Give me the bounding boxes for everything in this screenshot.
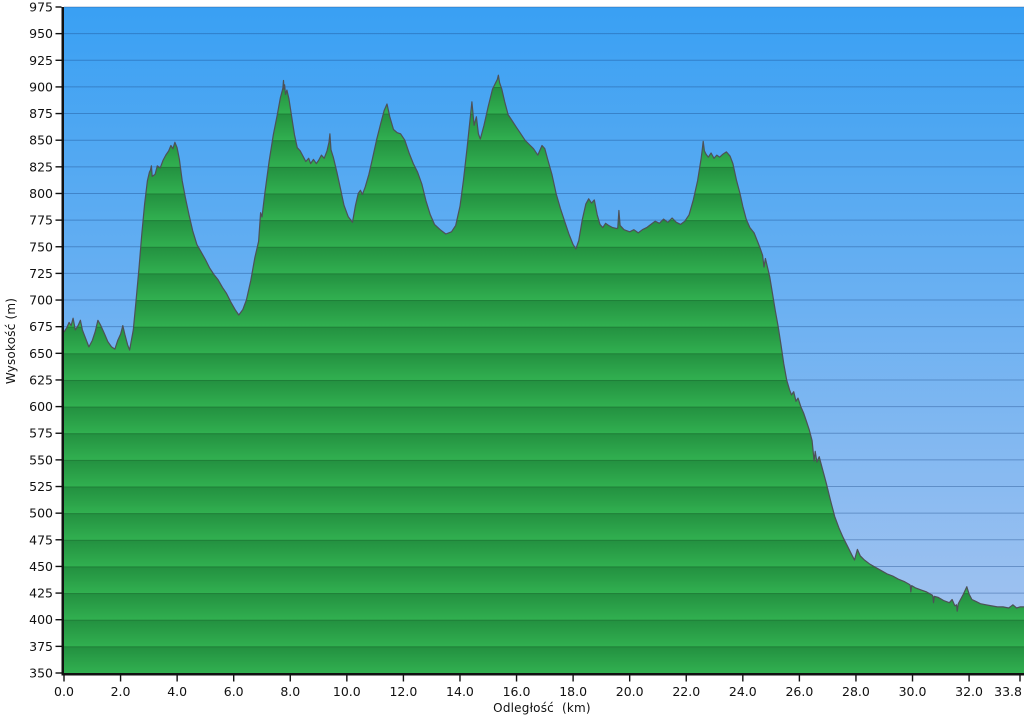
x-tick-label: 26.0	[785, 684, 813, 699]
x-tick-label: 32.0	[955, 684, 983, 699]
y-tick-label: 525	[29, 479, 53, 494]
y-tick-label: 875	[29, 106, 53, 121]
x-axis-title: Odległość (km)	[493, 701, 591, 715]
y-tick-label: 800	[29, 186, 53, 201]
x-tick-label: 0.0	[54, 684, 74, 699]
x-tick-label: 22.0	[672, 684, 700, 699]
y-tick-label: 575	[29, 426, 53, 441]
y-tick-label: 625	[29, 372, 53, 387]
y-tick-label: 700	[29, 293, 53, 308]
y-tick-label: 400	[29, 612, 53, 627]
y-tick-label: 950	[29, 26, 53, 41]
elevation-line	[63, 74, 1024, 612]
y-tick-label: 550	[29, 452, 53, 467]
y-tick-label: 475	[29, 532, 53, 547]
elevation-area	[64, 75, 1024, 673]
x-tick-label: 4.0	[167, 684, 187, 699]
x-tick-label: 10.0	[333, 684, 361, 699]
y-tick-label: 350	[29, 666, 53, 681]
x-tick-label: 24.0	[729, 684, 757, 699]
y-tick-label: 450	[29, 559, 53, 574]
x-tick-label: 14.0	[446, 684, 474, 699]
y-tick-label: 650	[29, 346, 53, 361]
y-tick-label: 975	[29, 0, 53, 15]
x-tick-label: 33.8	[994, 684, 1022, 699]
x-tick-label: 6.0	[224, 684, 244, 699]
x-tick-label: 20.0	[616, 684, 644, 699]
y-tick-label: 825	[29, 159, 53, 174]
x-tick-label: 8.0	[280, 684, 300, 699]
y-tick-label: 675	[29, 319, 53, 334]
y-tick-label: 425	[29, 586, 53, 601]
y-tick-label: 600	[29, 399, 53, 414]
y-tick-label: 750	[29, 239, 53, 254]
y-tick-label: 775	[29, 213, 53, 228]
x-tick-label: 2.0	[111, 684, 131, 699]
y-tick-label: 375	[29, 639, 53, 654]
x-axis-line	[61, 673, 1024, 676]
x-tick-label: 16.0	[503, 684, 531, 699]
y-tick-label: 850	[29, 133, 53, 148]
x-tick-label: 18.0	[559, 684, 587, 699]
y-tick-label: 925	[29, 53, 53, 68]
y-tick-label: 900	[29, 79, 53, 94]
x-tick-label: 28.0	[842, 684, 870, 699]
y-axis-title: Wysokość (m)	[4, 297, 18, 385]
y-tick-label: 500	[29, 506, 53, 521]
y-axis-line	[61, 7, 64, 676]
x-tick-label: 30.0	[899, 684, 927, 699]
y-tick-label: 725	[29, 266, 53, 281]
x-tick-label: 12.0	[389, 684, 417, 699]
